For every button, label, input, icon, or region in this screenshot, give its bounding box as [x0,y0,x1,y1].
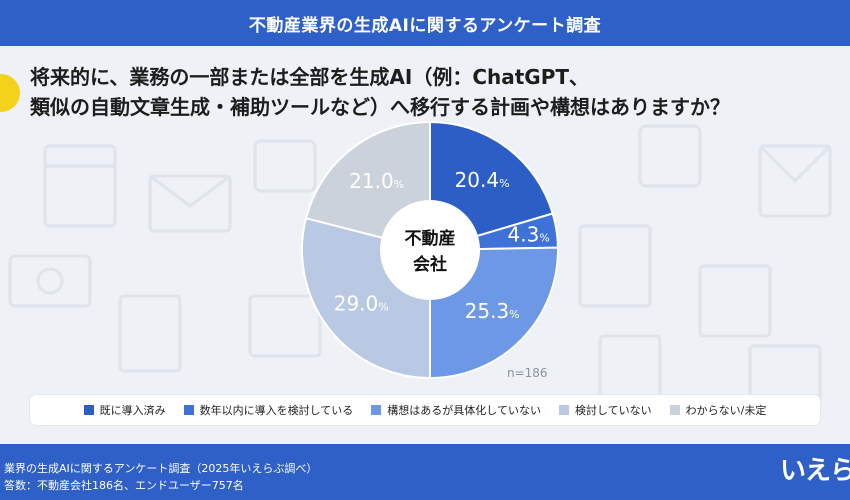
legend-item-4: わからない/未定 [669,402,767,418]
legend-swatch [371,405,382,415]
question-text: 将来的に、業務の一部または全部を生成AI（例：ChatGPT、 類似の自動文章生… [30,62,830,122]
question-line-2: 類似の自動文章生成・補助ツールなど）へ移行する計画や構想はありますか？ [30,95,730,119]
footer-bar: 業界の生成AIに関するアンケート調査（2025年いえらぶ調べ） 答数：不動産会社… [0,444,850,500]
legend-swatch [669,405,680,415]
legend-swatch [183,405,194,415]
center-label-line-2: 会社 [413,254,447,275]
page-title: 不動産業界の生成AIに関するアンケート調査 [248,15,602,36]
center-label-line-1: 不動産 [405,228,456,249]
legend-swatch [83,405,94,415]
legend-item-1: 数年以内に導入を検討している [183,402,354,418]
legend-swatch [558,405,569,415]
question-line-1: 将来的に、業務の一部または全部を生成AI（例：ChatGPT、 [30,65,590,89]
legend-item-2: 構想はあるが具体化していない [371,402,541,418]
legend-item-0: 既に導入済み [83,402,166,418]
pie-center-hole [380,200,480,300]
legend-label: わからない/未定 [685,404,767,417]
legend-label: 検討していない [574,404,652,417]
footer-source: 業界の生成AIに関するアンケート調査（2025年いえらぶ調べ） [4,462,318,475]
calendar-icon [43,144,117,228]
title-bar: 不動産業界の生成AIに関するアンケート調査 [0,0,850,46]
document-icon [118,294,182,373]
calendar-icon-right [578,224,652,308]
envelope-icon [148,174,232,233]
brand-logo: いえら [780,456,850,486]
legend-item-3: 検討していない [558,402,652,418]
envelope-icon-right [758,144,832,218]
legend-label: 既に導入済み [99,404,166,417]
accent-dot [0,74,20,112]
money-icon [8,254,92,308]
legend-label: 数年以内に導入を検討している [199,404,354,417]
chat-icon-right [638,124,702,188]
laptop-icon [248,294,322,358]
chat-icon [253,139,317,193]
footer-respondents: 答数：不動産会社186名、エンドユーザー757名 [4,479,244,492]
background-illustrations [8,124,832,408]
sample-size-label: n=186 [507,366,548,380]
image-icon [698,264,772,338]
legend-label: 構想はあるが具体化していない [387,404,541,417]
legend: 既に導入済み 数年以内に導入を検討している 構想はあるが具体化していない 検討していな… [30,395,820,425]
